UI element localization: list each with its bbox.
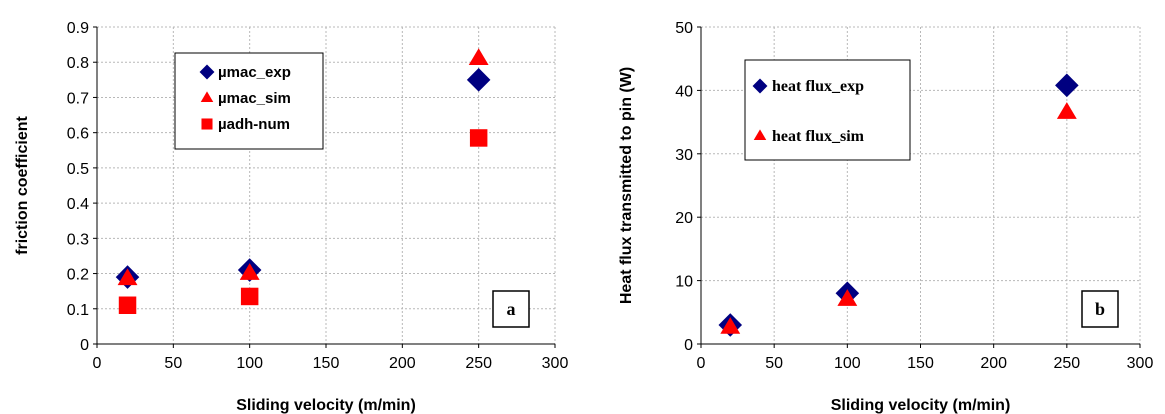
panel-label: b bbox=[1095, 299, 1105, 319]
y-tick-label: 0.2 bbox=[67, 267, 89, 284]
y-tick-label: 0.5 bbox=[67, 161, 89, 178]
data-point-square bbox=[118, 296, 137, 314]
x-tick-label: 50 bbox=[765, 355, 783, 372]
data-point-diamond bbox=[1055, 73, 1079, 98]
data-point-square bbox=[469, 129, 488, 147]
data-point-triangle bbox=[837, 289, 858, 306]
x-tick-label: 200 bbox=[389, 355, 416, 372]
data-point-triangle bbox=[1056, 102, 1077, 119]
y-tick-label: 50 bbox=[675, 20, 693, 37]
legend-box bbox=[174, 52, 324, 150]
y-tick-label: 0.1 bbox=[67, 302, 89, 319]
legend-label: µadh-num bbox=[218, 116, 290, 133]
y-tick-label: 0 bbox=[684, 337, 693, 354]
x-tick-label: 250 bbox=[1053, 355, 1080, 372]
legend-marker-triangle bbox=[753, 129, 767, 140]
y-axis-title: Heat flux transmitted to pin (W) bbox=[618, 67, 635, 304]
y-tick-label: 0.8 bbox=[67, 55, 89, 72]
x-tick-label: 100 bbox=[236, 355, 263, 372]
y-tick-label: 0.4 bbox=[67, 196, 89, 213]
y-tick-label: 30 bbox=[675, 147, 693, 164]
data-point-triangle bbox=[117, 268, 138, 286]
legend-marker-triangle bbox=[200, 91, 214, 102]
legend-marker-diamond bbox=[199, 64, 215, 80]
x-tick-label: 300 bbox=[1127, 355, 1154, 372]
panel-label: a bbox=[507, 299, 516, 319]
x-tick-label: 100 bbox=[834, 355, 861, 372]
x-tick-label: 0 bbox=[697, 355, 706, 372]
x-axis-title: Sliding velocity (m/min) bbox=[236, 397, 416, 414]
data-point-triangle bbox=[239, 263, 260, 280]
data-point-triangle bbox=[720, 317, 741, 334]
x-tick-label: 50 bbox=[164, 355, 182, 372]
y-tick-label: 0.9 bbox=[67, 20, 89, 37]
y-tick-label: 10 bbox=[675, 274, 693, 291]
x-tick-label: 200 bbox=[980, 355, 1007, 372]
panel-label-box bbox=[492, 290, 530, 328]
legend-marker-square bbox=[201, 118, 213, 130]
x-tick-label: 250 bbox=[465, 355, 492, 372]
y-tick-label: 0.3 bbox=[67, 231, 89, 248]
data-point-triangle bbox=[468, 48, 489, 65]
y-tick-label: 40 bbox=[675, 83, 693, 100]
data-point-diamond bbox=[466, 68, 491, 92]
legend-box bbox=[744, 59, 911, 161]
legend-label: µmac_sim bbox=[218, 90, 291, 107]
y-tick-label: 0.6 bbox=[67, 126, 89, 143]
y-tick-label: 0 bbox=[80, 337, 89, 354]
panel-label-box bbox=[1081, 290, 1119, 328]
legend-label: heat flux_sim bbox=[772, 128, 865, 145]
data-point-square bbox=[240, 287, 259, 306]
x-tick-label: 0 bbox=[93, 355, 102, 372]
y-tick-label: 20 bbox=[675, 210, 693, 227]
y-tick-label: 0.7 bbox=[67, 90, 89, 107]
legend-label: µmac_exp bbox=[218, 64, 291, 81]
y-axis-title: friction coefficient bbox=[14, 115, 31, 254]
legend-label: heat flux_exp bbox=[772, 78, 864, 95]
x-tick-label: 150 bbox=[313, 355, 340, 372]
x-tick-label: 300 bbox=[542, 355, 569, 372]
legend-marker-diamond bbox=[752, 78, 768, 94]
x-axis-title: Sliding velocity (m/min) bbox=[831, 397, 1011, 414]
x-tick-label: 150 bbox=[907, 355, 934, 372]
